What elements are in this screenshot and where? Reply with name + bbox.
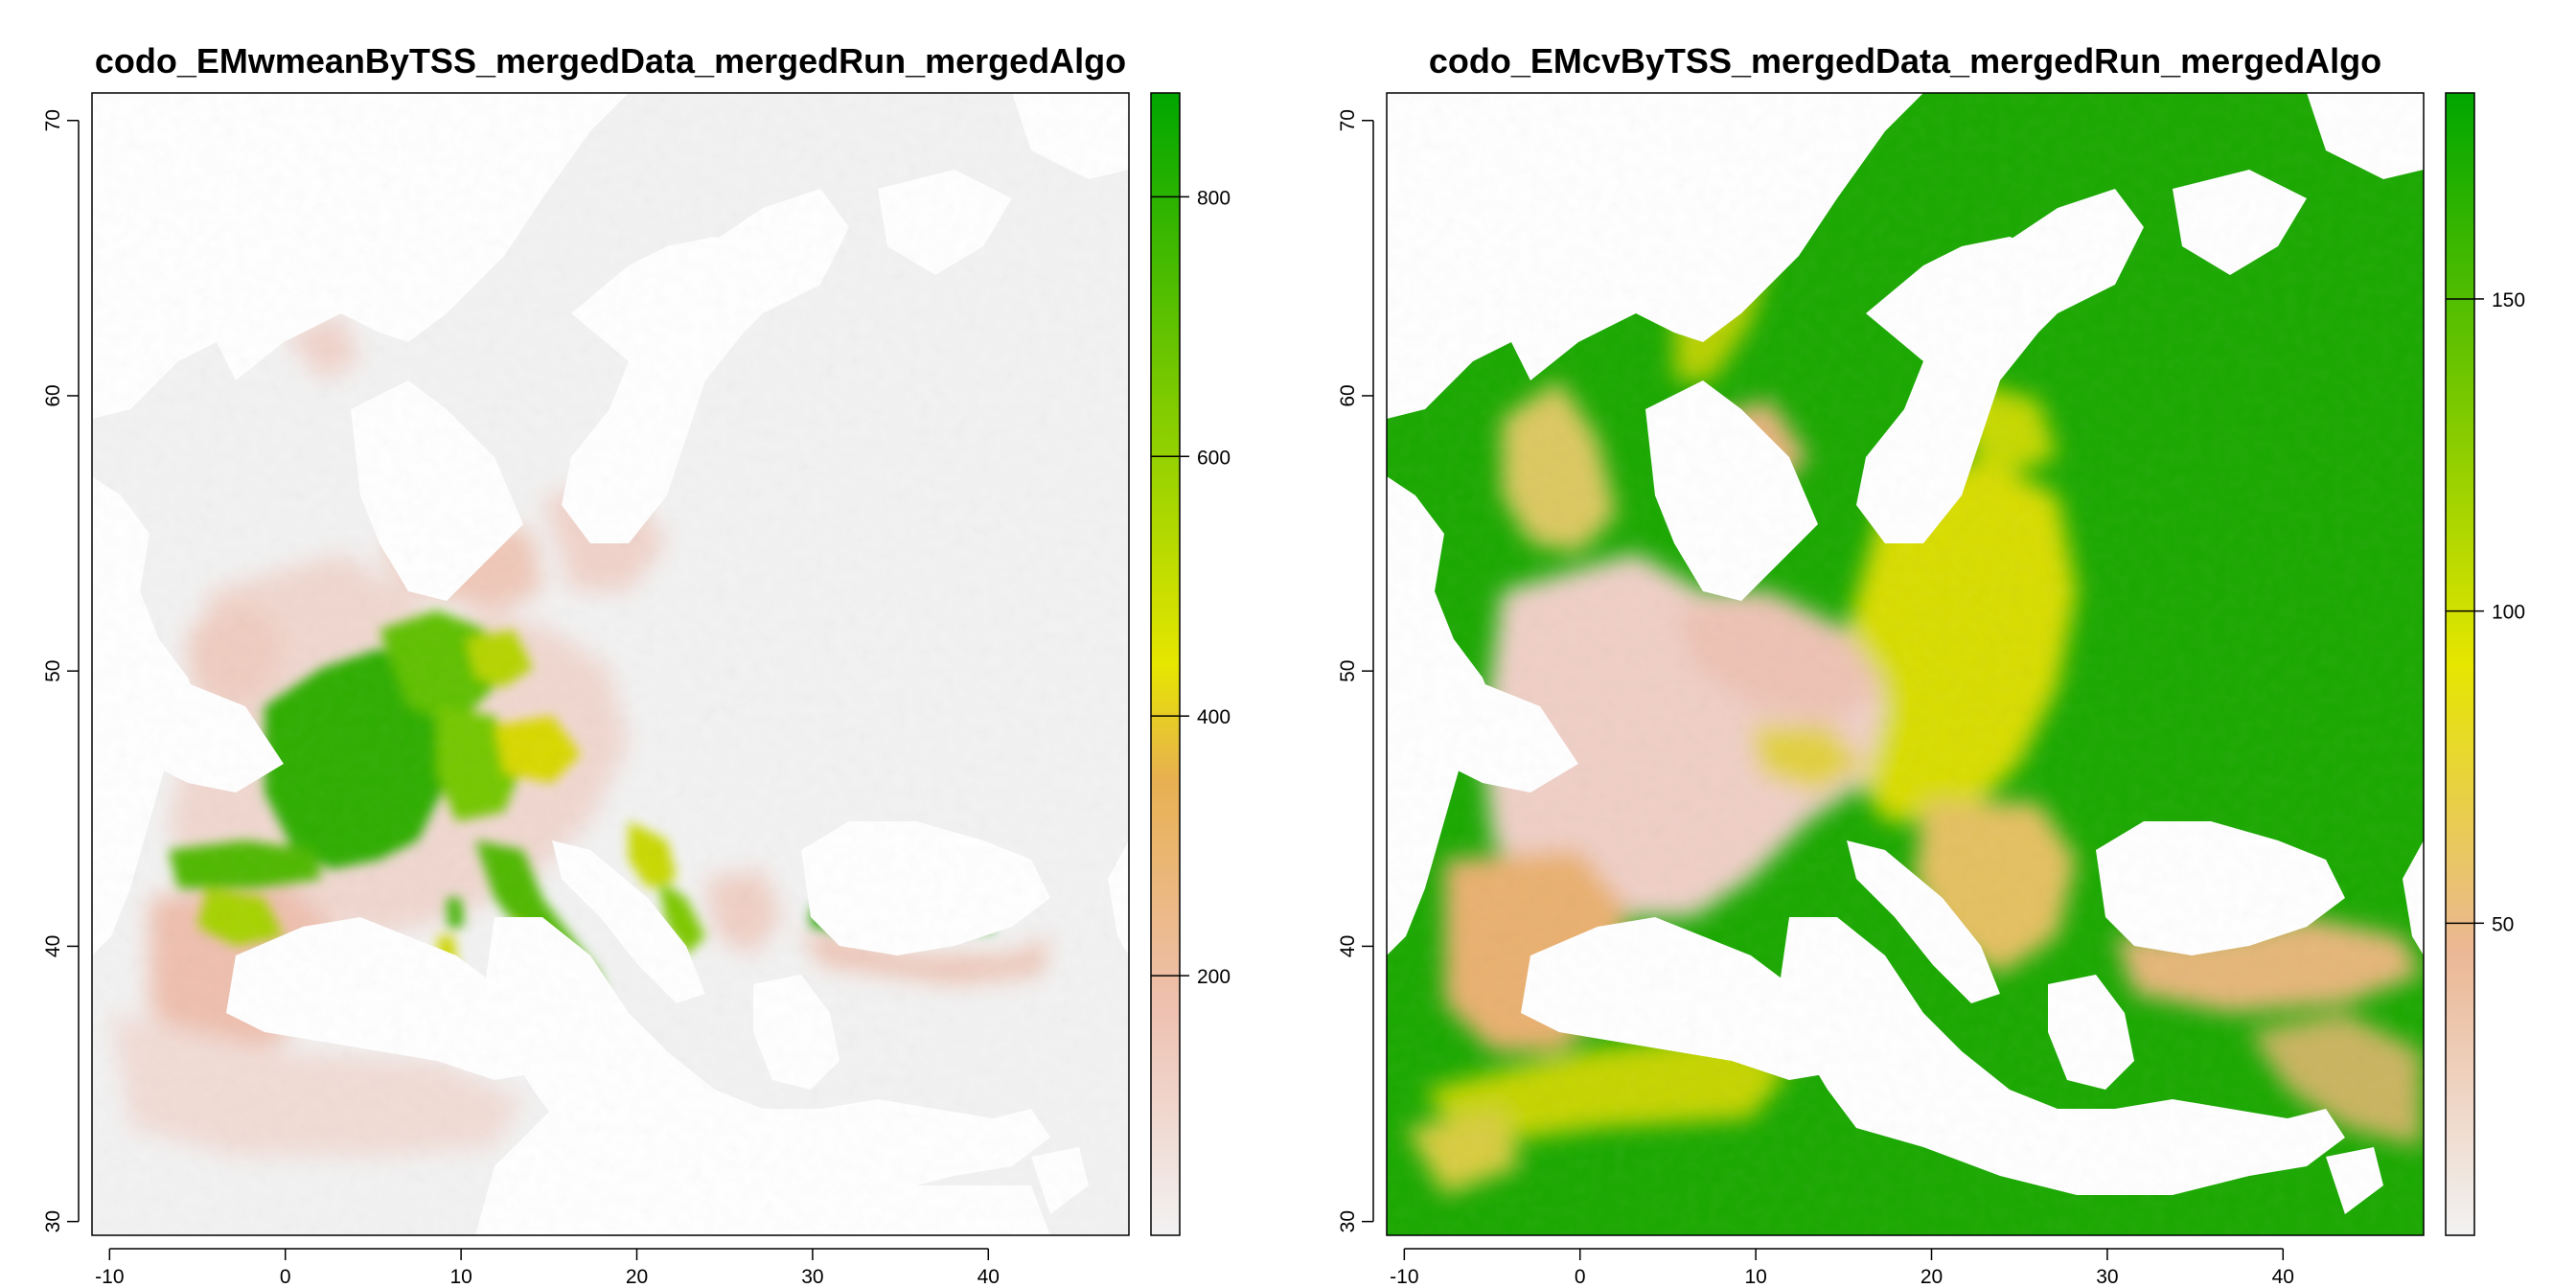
legend-left: 200 400 600 800	[1150, 92, 1230, 1236]
y-tick-label: 50	[1337, 660, 1359, 682]
x-tick-label: 0	[280, 1266, 291, 1288]
raster-left	[92, 93, 1129, 1235]
y-tick-label: 40	[1337, 935, 1359, 957]
legend-colorbar-right	[2446, 93, 2474, 1235]
y-tick-label: 30	[1337, 1210, 1359, 1232]
x-tick-label: -10	[95, 1266, 124, 1288]
legend-tick-label: 800	[1197, 187, 1230, 209]
legend-tick-label: 600	[1197, 447, 1230, 469]
x-tick-label: 40	[978, 1266, 1000, 1288]
legend-colorbar-left	[1151, 93, 1180, 1235]
plot-frame-left	[91, 92, 1130, 1236]
x-tick-label: 20	[626, 1266, 648, 1288]
x-tick-label: 10	[1744, 1266, 1766, 1288]
y-tick-label: 50	[42, 660, 64, 682]
raster-right	[1387, 93, 2424, 1235]
legend-tick-label: 400	[1197, 706, 1230, 728]
x-tick-label: 30	[2096, 1266, 2118, 1288]
axes-right: -10 0 10 20 30 40 30 40 50 60 70	[1337, 109, 2294, 1288]
legend-tick-label: 150	[2492, 289, 2525, 311]
legend-right: 50 100 150	[2445, 92, 2525, 1236]
legend-tick-label: 100	[2492, 602, 2525, 624]
y-tick-label: 60	[1337, 384, 1359, 406]
x-tick-label: -10	[1390, 1266, 1418, 1288]
map-panel-left: codo_EMwmeanByTSS_mergedData_mergedRun_m…	[42, 41, 1230, 1288]
y-tick-label: 70	[42, 109, 64, 131]
y-tick-label: 30	[42, 1210, 64, 1232]
x-tick-label: 30	[801, 1266, 823, 1288]
legend-tick-label: 50	[2492, 913, 2514, 935]
x-tick-label: 20	[1920, 1266, 1943, 1288]
y-tick-label: 60	[42, 384, 64, 406]
map-panel-right: codo_EMcvByTSS_mergedData_mergedRun_merg…	[1337, 41, 2525, 1288]
y-tick-label: 70	[1337, 109, 1359, 131]
plot-frame-right	[1386, 92, 2425, 1236]
legend-tick-label: 200	[1197, 966, 1230, 988]
x-tick-label: 10	[449, 1266, 472, 1288]
title-right: codo_EMcvByTSS_mergedData_mergedRun_merg…	[1429, 41, 2381, 80]
title-left: codo_EMwmeanByTSS_mergedData_mergedRun_m…	[95, 41, 1126, 80]
x-tick-label: 0	[1575, 1266, 1586, 1288]
y-tick-label: 40	[42, 935, 64, 957]
axes-left: -10 0 10 20 30 40 30 40 50 60 70	[42, 109, 1000, 1288]
x-tick-label: 40	[2272, 1266, 2294, 1288]
